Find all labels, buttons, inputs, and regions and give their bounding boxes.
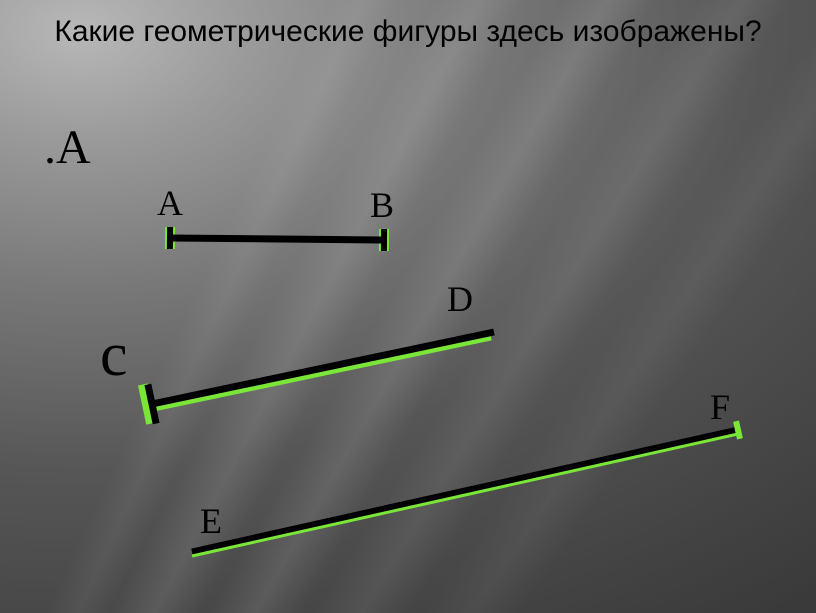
label-line-E: Е (200, 500, 222, 542)
label-line-F: F (710, 386, 730, 428)
label-seg-A: А (157, 182, 183, 224)
line-EF (192, 421, 740, 556)
label-seg-B: В (370, 184, 394, 226)
label-point-A: .А (44, 120, 91, 175)
label-ray-D: D (447, 278, 473, 320)
line-F-tick-green (736, 421, 740, 439)
segment-AB (170, 227, 384, 251)
ray-CD-green (149, 337, 491, 409)
label-ray-C: с (100, 320, 128, 391)
line-EF-black (192, 430, 738, 552)
diagram-svg (0, 0, 816, 613)
diagram-stage: .А А В с D Е F (0, 0, 816, 613)
ray-CD-black (152, 332, 494, 404)
seg-AB-body (170, 238, 384, 240)
line-EF-green (192, 434, 738, 556)
ray-CD (143, 332, 494, 424)
